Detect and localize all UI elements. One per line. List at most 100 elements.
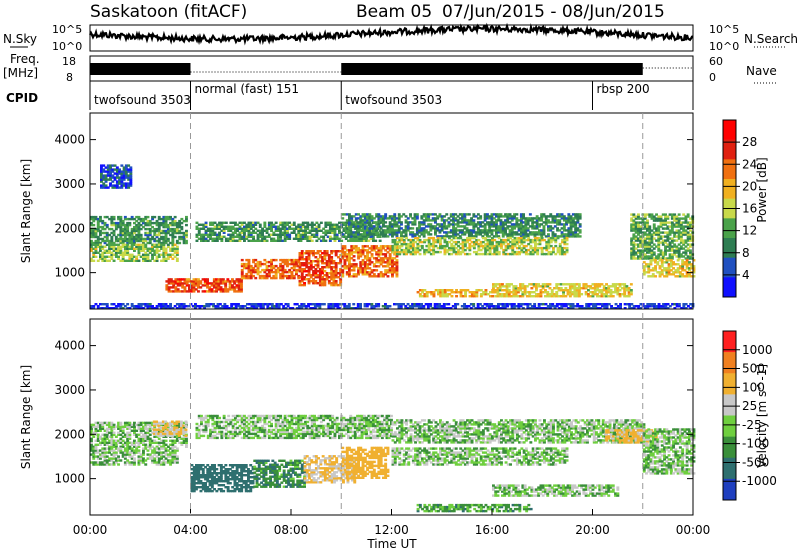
power-cell: [400, 227, 403, 230]
power-cell: [295, 258, 298, 262]
power-cell: [366, 231, 369, 234]
power-cell: [307, 268, 311, 271]
power-cell: [341, 257, 345, 260]
power-cell: [507, 283, 511, 286]
power-cell: [666, 227, 670, 230]
power-cell: [92, 217, 96, 221]
power-cell: [659, 221, 663, 224]
power-cell: [598, 291, 602, 294]
power-cell: [129, 178, 133, 181]
power-cell: [323, 280, 327, 283]
power-cell: [562, 293, 565, 296]
power-cell: [176, 282, 180, 285]
power-cell: [534, 244, 537, 248]
power-cell: [270, 305, 274, 308]
power-cell: [249, 274, 253, 278]
power-cell: [625, 295, 629, 298]
power-cell: [506, 217, 510, 220]
power-cell: [341, 253, 345, 256]
power-cell: [571, 235, 575, 238]
power-cell: [240, 276, 244, 280]
power-cell: [522, 231, 525, 234]
power-cell: [354, 225, 358, 228]
power-cell: [157, 229, 161, 233]
power-cell: [243, 239, 246, 242]
power-cell: [312, 280, 315, 283]
power-cell: [674, 269, 678, 272]
power-cell: [270, 227, 273, 230]
power-cell: [108, 239, 111, 243]
power-cell: [391, 233, 394, 236]
power-cell: [279, 233, 283, 236]
power-cell: [166, 253, 170, 256]
power-cell: [639, 303, 643, 306]
power-cell: [614, 303, 618, 306]
power-cell: [272, 258, 276, 262]
power-cell: [393, 269, 397, 272]
power-cell: [686, 257, 690, 260]
power-cell: [436, 236, 440, 240]
power-cell: [307, 282, 311, 285]
power-cell: [657, 239, 661, 242]
power-cell: [103, 251, 107, 254]
power-cell: [483, 223, 487, 226]
power-cell: [130, 231, 134, 235]
power-cell: [237, 280, 241, 283]
power-cell: [555, 291, 559, 294]
power-cell: [363, 269, 367, 272]
power-cell: [517, 303, 521, 306]
power-cell: [123, 225, 127, 229]
power-cell: [230, 305, 234, 308]
power-cell: [632, 241, 636, 244]
power-cell: [500, 242, 503, 246]
power-cell: [160, 217, 163, 221]
power-cell: [321, 256, 324, 259]
power-cell: [160, 241, 163, 245]
power-cell: [333, 225, 337, 228]
power-cell: [249, 227, 253, 230]
power-cell: [111, 174, 115, 177]
power-cell: [427, 231, 431, 234]
power-cell: [393, 215, 397, 218]
power-cell: [318, 254, 322, 257]
freq-tick-low: 8: [66, 71, 73, 84]
power-cell: [377, 259, 381, 262]
power-cell: [359, 217, 363, 220]
power-cell: [356, 303, 360, 306]
power-cell: [101, 307, 105, 310]
power-cell: [361, 245, 365, 248]
power-cell: [668, 229, 672, 232]
power-cell: [326, 223, 330, 226]
power-cell: [398, 252, 402, 256]
power-cell: [166, 225, 170, 229]
power-cell: [110, 235, 114, 239]
power-cell: [519, 305, 523, 308]
power-cell: [668, 257, 672, 260]
power-cell: [309, 266, 313, 269]
power-cell: [616, 283, 620, 286]
power-cell: [596, 303, 600, 306]
power-cell: [388, 305, 392, 308]
power-cell: [316, 260, 320, 263]
power-cell: [173, 251, 177, 254]
power-cell: [443, 252, 447, 256]
power-cell: [300, 262, 304, 265]
power-cell: [434, 227, 437, 230]
power-cell: [500, 246, 503, 250]
power-cell: [652, 257, 656, 260]
power-cell: [348, 257, 351, 260]
power-cell: [279, 268, 283, 272]
power-cell: [474, 233, 478, 236]
power-cell: [567, 229, 571, 232]
power-cell: [465, 231, 469, 234]
power-cell: [194, 305, 197, 308]
power-cell: [679, 225, 683, 228]
power-cell: [105, 251, 109, 254]
power-cell: [153, 237, 157, 241]
power-cell: [361, 261, 365, 264]
power-cell: [562, 219, 566, 222]
power-cell: [506, 246, 510, 250]
power-cell: [686, 225, 690, 228]
power-cell: [641, 241, 645, 244]
power-cell: [118, 170, 121, 173]
